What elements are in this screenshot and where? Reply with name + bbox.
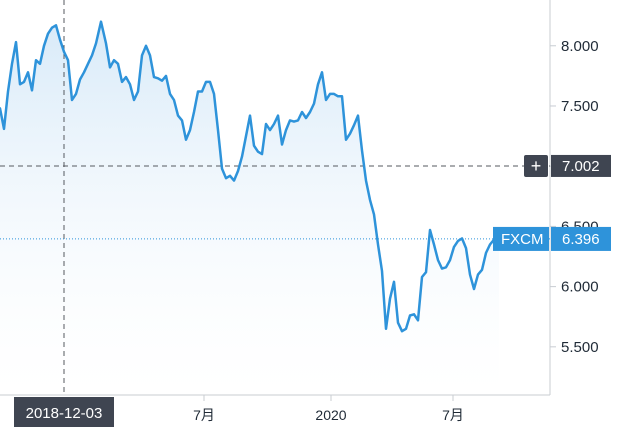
- crosshair-price-label-bg: [551, 154, 611, 177]
- last-price-tag: FXCM 6.396: [493, 226, 611, 251]
- y-tick-label: 5.500: [561, 339, 599, 356]
- add-alert-button[interactable]: [524, 154, 548, 177]
- x-axis-ticks: 7月 2020 7月: [193, 395, 464, 423]
- crosshair-date-label: 2018-12-03: [26, 405, 103, 422]
- crosshair-date-tag: 2018-12-03: [14, 397, 114, 427]
- crosshair-price-label: 7.002: [562, 158, 600, 175]
- price-area-fill: [0, 21, 499, 395]
- x-tick-label: 7月: [193, 407, 215, 423]
- symbol-label: FXCM: [501, 231, 544, 248]
- last-price-label: 6.396: [562, 231, 600, 248]
- last-price-label-bg: [551, 226, 611, 251]
- price-line[interactable]: [0, 20, 501, 333]
- y-tick-label: 6.000: [561, 279, 599, 296]
- x-tick-label: 7月: [442, 407, 464, 423]
- symbol-label-bg: [493, 226, 549, 251]
- plus-icon[interactable]: +: [531, 156, 542, 176]
- crosshair-price-tag: + 7.002: [524, 154, 611, 177]
- x-tick-label: 2020: [315, 407, 346, 423]
- y-tick-label: 8.000: [561, 38, 599, 55]
- crosshair-date-label-bg: [14, 397, 114, 427]
- y-tick-label: 7.500: [561, 98, 599, 115]
